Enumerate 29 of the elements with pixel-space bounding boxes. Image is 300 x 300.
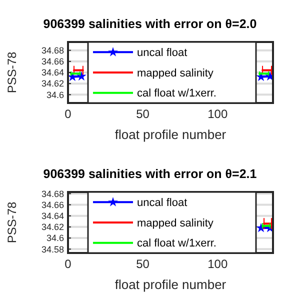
legend-label: mapped salinity	[137, 217, 214, 230]
legend-label: cal float w/1xerr.	[137, 238, 216, 250]
y-tick-label: 34.64	[41, 210, 64, 221]
y-tick-label: 34.66	[41, 56, 64, 67]
y-tick-label: 34.6	[46, 233, 64, 244]
x-tick-label: 0	[64, 257, 72, 271]
y-axis-title: PSS-78	[5, 52, 19, 94]
x-tick-label: 100	[208, 107, 228, 121]
y-tick-label: 34.6	[46, 90, 64, 100]
y-tick-label: 34.64	[41, 68, 64, 78]
legend-label: uncal float	[137, 197, 188, 210]
y-tick-label: 34.68	[41, 45, 64, 56]
series-label: mapped salinity	[137, 67, 214, 80]
x-tick-label: 100	[208, 257, 228, 271]
chart-title: 906399 salinities with error on θ=2.1	[43, 167, 257, 181]
x-axis-title: float profile number	[114, 277, 227, 292]
chart-title: 906399 salinities with error on θ=2.0	[43, 17, 257, 31]
legend-label: cal float w/1xerr.	[137, 88, 216, 100]
y-tick-label: 34.62	[41, 222, 64, 232]
y-tick-label: 34.62	[41, 78, 64, 89]
y-tick-label: 34.66	[41, 200, 64, 210]
legend-label: uncal float	[137, 47, 188, 60]
x-axis-title: float profile number	[114, 127, 227, 142]
x-tick-label: 50	[136, 107, 150, 121]
x-tick-label: 0	[64, 107, 72, 121]
x-tick-label: 50	[136, 257, 150, 271]
y-tick-label: 34.58	[41, 244, 64, 254]
y-tick-label: 34.68	[41, 188, 64, 199]
y-axis-title: PSS-78	[5, 202, 19, 244]
